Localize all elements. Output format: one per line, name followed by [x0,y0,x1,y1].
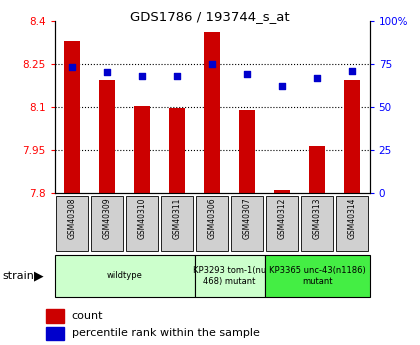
FancyBboxPatch shape [231,196,263,251]
Text: GSM40312: GSM40312 [278,197,286,239]
Text: ▶: ▶ [34,269,44,283]
Point [209,61,215,67]
Text: GSM40306: GSM40306 [207,197,217,239]
Bar [204,32,220,193]
FancyBboxPatch shape [196,196,228,251]
Point [104,70,110,75]
FancyBboxPatch shape [91,196,123,251]
Bar [134,106,150,193]
Point [69,65,76,70]
FancyBboxPatch shape [301,196,333,251]
FancyBboxPatch shape [55,255,194,297]
Text: percentile rank within the sample: percentile rank within the sample [71,328,260,338]
Bar [169,108,185,193]
Point [244,71,250,77]
FancyBboxPatch shape [266,196,298,251]
Text: GSM40308: GSM40308 [68,197,76,239]
Text: wildtype: wildtype [107,272,142,280]
Bar [46,309,64,323]
Bar [99,80,115,193]
FancyBboxPatch shape [194,255,265,297]
Bar [64,41,80,193]
FancyBboxPatch shape [161,196,193,251]
Text: GSM40313: GSM40313 [312,197,322,239]
Text: GSM40311: GSM40311 [173,197,181,239]
FancyBboxPatch shape [336,196,368,251]
Text: GSM40307: GSM40307 [243,197,252,239]
Text: strain: strain [2,271,34,281]
Point [139,73,145,79]
Text: GSM40310: GSM40310 [138,197,147,239]
FancyBboxPatch shape [265,255,370,297]
Point [349,68,355,73]
Text: GDS1786 / 193744_s_at: GDS1786 / 193744_s_at [130,10,290,23]
Text: count: count [71,311,103,321]
Text: GSM40309: GSM40309 [102,197,112,239]
Text: KP3365 unc-43(n1186)
mutant: KP3365 unc-43(n1186) mutant [269,266,365,286]
Bar [239,110,255,193]
Point [279,83,286,89]
Bar [46,327,64,340]
FancyBboxPatch shape [126,196,158,251]
FancyBboxPatch shape [56,196,88,251]
Bar [309,146,325,193]
Text: GSM40314: GSM40314 [348,197,357,239]
Bar [274,190,290,193]
Point [174,73,181,79]
Bar [344,80,360,193]
Point [314,75,320,80]
Text: KP3293 tom-1(nu
468) mutant: KP3293 tom-1(nu 468) mutant [193,266,266,286]
